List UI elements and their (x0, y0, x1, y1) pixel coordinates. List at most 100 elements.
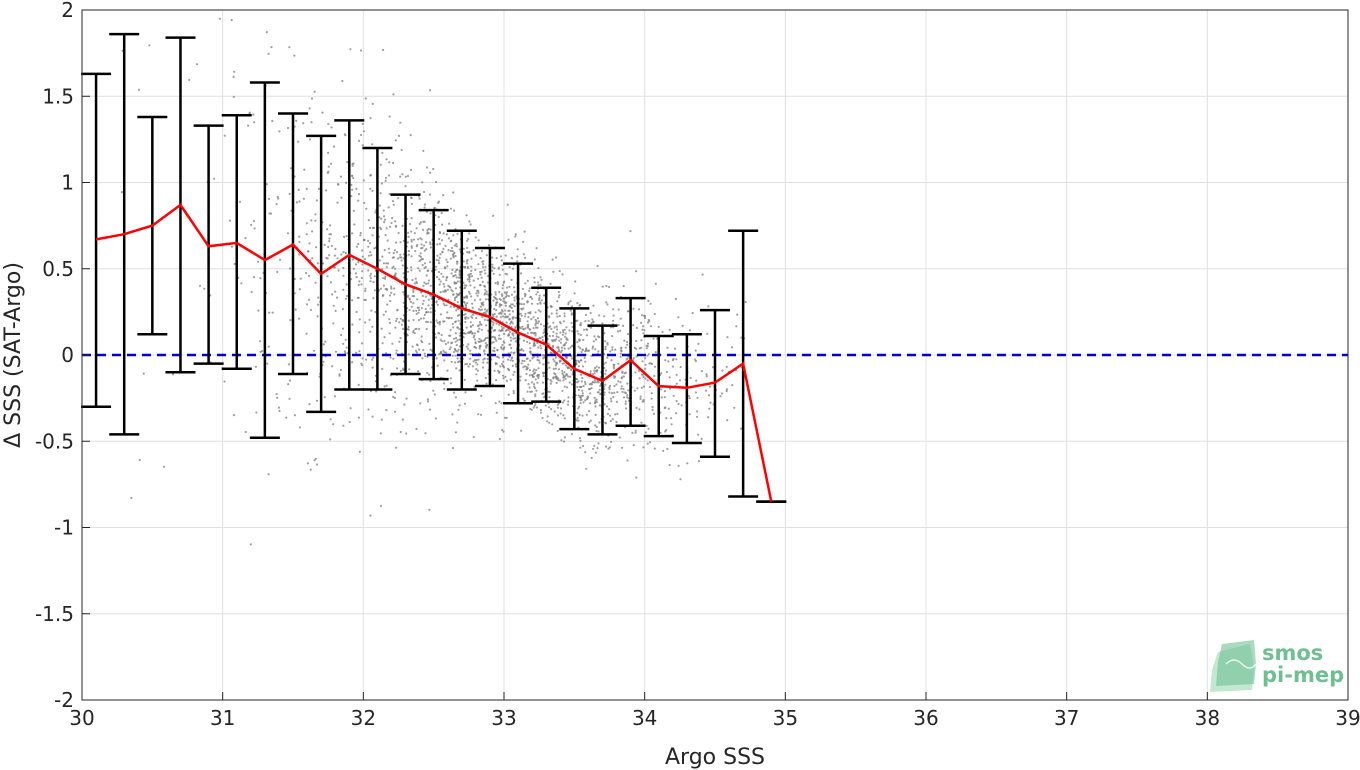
scatter-point (223, 134, 226, 137)
scatter-point (426, 320, 429, 324)
scatter-point (384, 179, 387, 182)
scatter-point (520, 314, 523, 317)
scatter-point (646, 442, 649, 445)
scatter-point (441, 251, 444, 254)
scatter-point (381, 294, 384, 297)
scatter-point (634, 429, 637, 432)
scatter-point (594, 399, 597, 402)
scatter-point (647, 427, 650, 430)
scatter-point (508, 266, 511, 269)
scatter-point (555, 362, 559, 365)
scatter-point (358, 280, 361, 283)
scatter-point (355, 187, 358, 190)
scatter-point (563, 371, 566, 374)
scatter-point (598, 388, 601, 391)
scatter-point (315, 246, 318, 249)
scatter-point (369, 274, 372, 277)
scatter-point (577, 388, 581, 392)
scatter-point (542, 392, 545, 395)
scatter-point (343, 350, 346, 353)
scatter-point (587, 396, 590, 399)
scatter-point (455, 245, 458, 248)
scatter-point (481, 303, 484, 306)
scatter-point (453, 296, 457, 300)
scatter-point (551, 344, 555, 347)
scatter-point (485, 346, 488, 349)
scatter-point (407, 231, 410, 234)
scatter-point (524, 312, 527, 315)
scatter-point (422, 284, 425, 287)
scatter-point (511, 310, 514, 313)
scatter-point (496, 281, 499, 284)
error-bar (615, 296, 646, 427)
scatter-point (442, 282, 445, 286)
scatter-point (454, 254, 457, 258)
scatter-point (579, 439, 582, 442)
scatter-point (647, 353, 651, 356)
scatter-point (606, 356, 609, 359)
scatter-point (700, 437, 703, 440)
scatter-point (616, 412, 619, 415)
scatter-point (502, 360, 505, 363)
scatter-point (644, 431, 647, 434)
scatter-point (654, 351, 657, 354)
scatter-point (611, 346, 614, 349)
scatter-point (564, 377, 567, 381)
scatter-point (268, 311, 271, 314)
scatter-point (423, 249, 426, 252)
scatter-point (711, 366, 715, 369)
scatter-point (509, 359, 512, 362)
scatter-point (567, 400, 570, 403)
scatter-point (584, 451, 587, 454)
scatter-point (456, 339, 459, 342)
scatter-point (415, 309, 418, 312)
scatter-point (323, 396, 326, 399)
scatter-point (308, 138, 311, 141)
scatter-point (401, 418, 404, 421)
smos-pimep-logo: smos pi-mep (1210, 640, 1344, 692)
scatter-point (536, 317, 540, 320)
scatter-point (540, 299, 543, 302)
scatter-point (555, 335, 558, 338)
scatter-point (532, 332, 535, 335)
scatter-point (608, 386, 611, 389)
scatter-point (634, 371, 637, 374)
scatter-point (590, 383, 593, 386)
scatter-point (620, 377, 623, 380)
scatter-point (499, 337, 502, 340)
scatter-point (340, 196, 343, 199)
scatter-point (673, 347, 677, 350)
scatter-point (640, 373, 644, 376)
scatter-point (420, 307, 423, 310)
scatter-point (358, 450, 361, 453)
scatter-point (343, 133, 346, 136)
scatter-point (565, 341, 568, 344)
scatter-point (468, 251, 471, 254)
scatter-point (473, 332, 476, 335)
scatter-point (330, 244, 333, 248)
scatter-point (533, 258, 536, 261)
scatter-point (550, 408, 553, 411)
scatter-point (414, 277, 417, 280)
scatter-point (486, 336, 489, 339)
scatter-point (672, 394, 675, 397)
scatter-point (362, 130, 366, 133)
scatter-point (594, 348, 597, 351)
scatter-point (411, 278, 414, 282)
scatter-point (590, 322, 593, 325)
scatter-point (551, 334, 555, 337)
scatter-point (484, 265, 487, 268)
scatter-point (371, 234, 374, 237)
scatter-point (585, 349, 588, 352)
scatter-point (456, 421, 459, 424)
scatter-point (480, 340, 483, 343)
scatter-point (371, 358, 374, 361)
scatter-point (334, 350, 338, 353)
scatter-point (642, 446, 645, 449)
scatter-point (537, 267, 540, 270)
scatter-point (650, 362, 654, 366)
scatter-point (700, 370, 704, 373)
scatter-point (652, 412, 656, 415)
scatter-point (250, 290, 253, 294)
scatter-point (594, 424, 597, 427)
